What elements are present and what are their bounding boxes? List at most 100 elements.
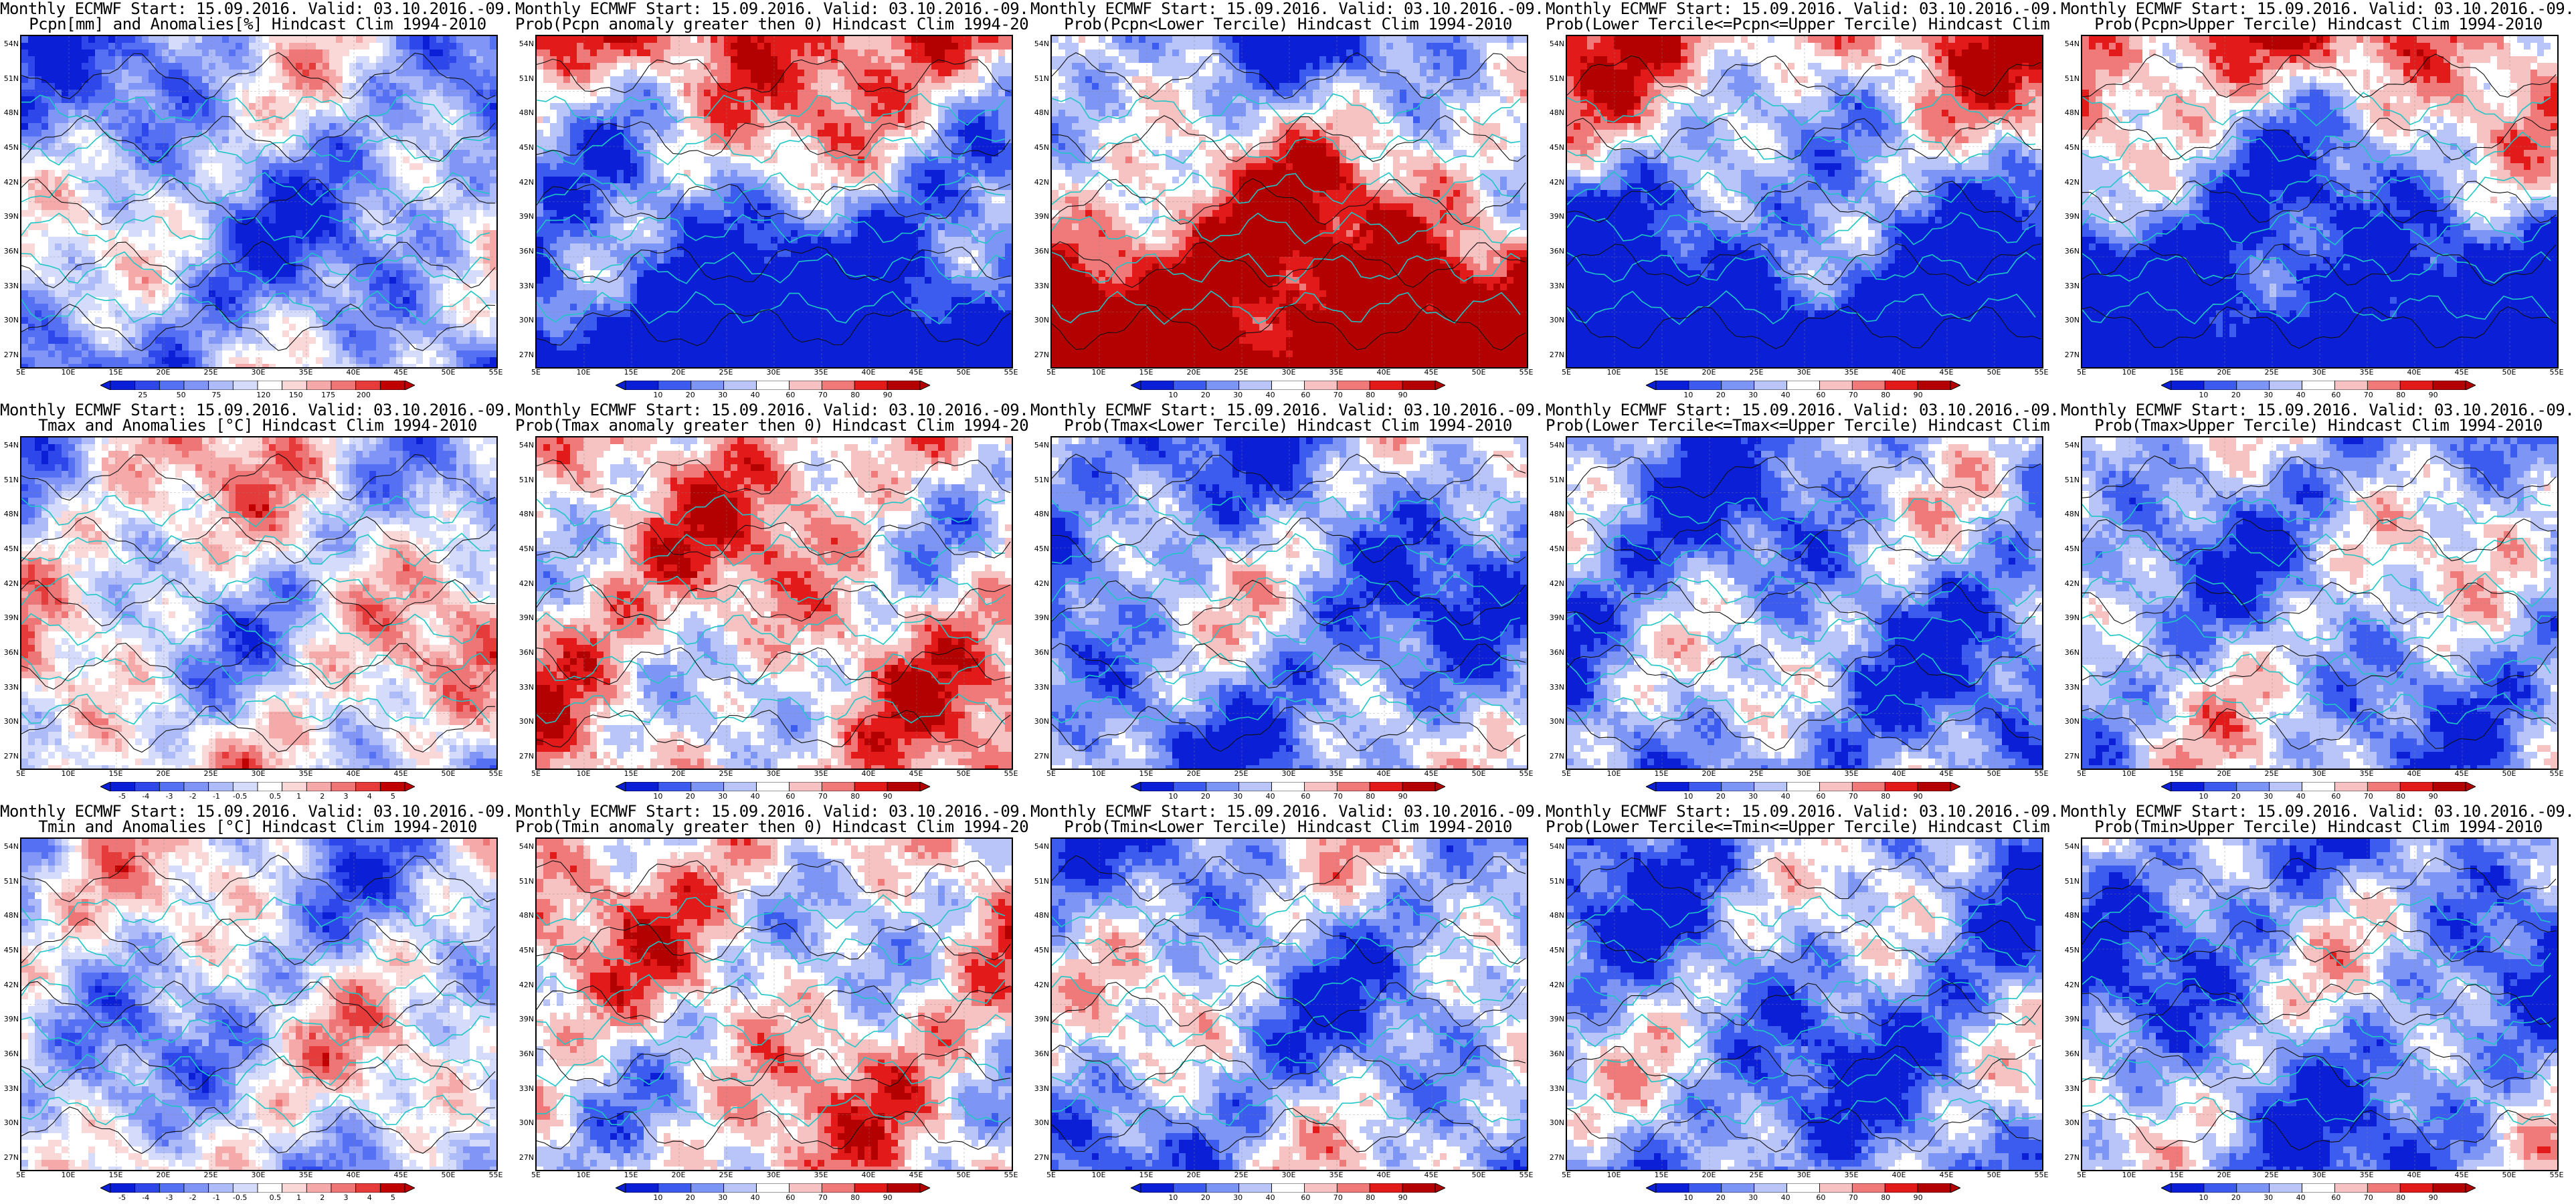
field-cell — [403, 36, 409, 43]
field-cell — [236, 230, 242, 237]
field-cell — [476, 357, 483, 364]
field-cell — [289, 344, 296, 350]
panel-title-line2: Pcpn[mm] and Anomalies[%] Hindcast Clim … — [0, 15, 515, 33]
field-cell — [269, 264, 276, 270]
field-cell — [309, 297, 316, 304]
field-cell — [784, 110, 791, 116]
field-cell — [149, 116, 155, 123]
field-cell — [162, 344, 169, 350]
field-cell — [149, 56, 155, 63]
field-cell — [624, 130, 630, 136]
field-cell — [28, 116, 35, 123]
field-cell — [323, 297, 329, 304]
field-cell — [135, 357, 142, 364]
field-cell — [443, 49, 450, 56]
field-cell — [998, 76, 1005, 83]
field-cell — [697, 90, 704, 96]
field-cell — [356, 56, 363, 63]
field-cell — [95, 317, 102, 324]
field-cell — [108, 210, 115, 217]
field-cell — [824, 96, 831, 103]
field-cell — [617, 90, 624, 96]
field-cell — [864, 157, 871, 163]
field-cell — [195, 324, 202, 330]
field-cell — [1005, 123, 1012, 130]
field-cell — [162, 330, 169, 337]
field-cell — [249, 103, 256, 110]
field-cell — [309, 210, 316, 217]
field-cell — [262, 270, 269, 277]
colorbar-segment — [379, 381, 405, 390]
field-cell — [543, 43, 550, 49]
field-cell — [229, 203, 236, 210]
field-cell — [751, 56, 757, 63]
field-cell — [229, 163, 236, 170]
field-cell — [670, 76, 677, 83]
field-cell — [122, 83, 128, 90]
field-cell — [550, 36, 557, 43]
field-cell — [824, 157, 831, 163]
field-cell — [838, 76, 844, 83]
field-cell — [570, 70, 577, 76]
field-cell — [75, 337, 82, 344]
field-cell — [624, 110, 630, 116]
field-cell — [376, 264, 383, 270]
field-cell — [965, 70, 972, 76]
field-cell — [403, 237, 409, 243]
field-cell — [115, 116, 122, 123]
field-cell — [88, 150, 95, 157]
field-cell — [958, 43, 965, 49]
field-cell — [403, 56, 409, 63]
field-cell — [343, 70, 349, 76]
field-cell — [430, 136, 436, 143]
field-cell — [583, 103, 590, 110]
field-cell — [195, 56, 202, 63]
field-cell — [142, 116, 149, 123]
field-cell — [737, 36, 744, 43]
field-cell — [838, 103, 844, 110]
field-cell — [175, 237, 182, 243]
field-cell — [282, 123, 289, 130]
field-cell — [858, 110, 864, 116]
field-cell — [282, 90, 289, 96]
field-cell — [704, 150, 711, 157]
field-cell — [403, 290, 409, 297]
field-cell — [731, 36, 737, 43]
field-cell — [463, 183, 470, 190]
field-cell — [115, 163, 122, 170]
field-cell — [128, 324, 135, 330]
field-cell — [215, 36, 222, 43]
field-cell — [296, 177, 302, 183]
field-cell — [423, 364, 430, 367]
field-cell — [349, 96, 356, 103]
field-cell — [383, 36, 389, 43]
field-cell — [764, 96, 771, 103]
field-cell — [938, 83, 945, 90]
field-cell — [249, 150, 256, 157]
field-cell — [189, 203, 195, 210]
field-cell — [302, 330, 309, 337]
field-cell — [215, 237, 222, 243]
field-cell — [222, 130, 229, 136]
field-cell — [389, 150, 396, 157]
field-cell — [28, 317, 35, 324]
field-cell — [784, 36, 791, 43]
field-cell — [1005, 110, 1012, 116]
field-cell — [369, 243, 376, 250]
field-cell — [88, 116, 95, 123]
field-cell — [95, 36, 102, 43]
field-cell — [135, 183, 142, 190]
field-cell — [41, 317, 48, 324]
field-cell — [209, 350, 215, 357]
field-cell — [215, 83, 222, 90]
field-cell — [82, 90, 88, 96]
field-cell — [302, 183, 309, 190]
field-cell — [209, 277, 215, 284]
field-cell — [737, 110, 744, 116]
field-cell — [483, 304, 490, 310]
field-cell — [189, 116, 195, 123]
field-cell — [75, 217, 82, 223]
field-cell — [409, 230, 416, 237]
field-cell — [396, 223, 403, 230]
field-cell — [236, 357, 242, 364]
